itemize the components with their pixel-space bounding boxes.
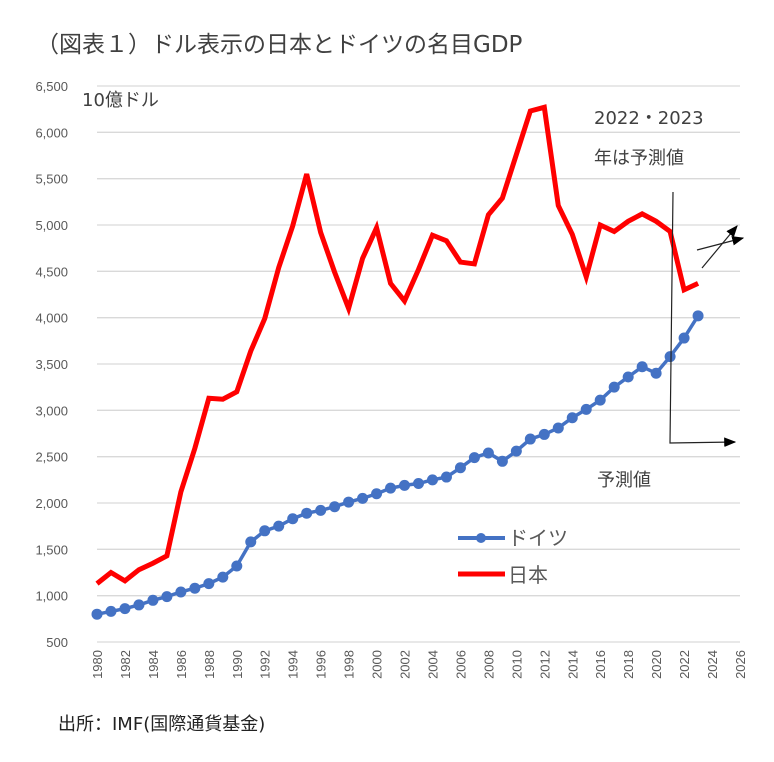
data-point-germany (385, 482, 397, 494)
x-tick-label: 2024 (705, 650, 720, 679)
x-tick-label: 1992 (258, 650, 273, 679)
data-point-germany (468, 452, 480, 464)
data-point-germany (678, 332, 690, 344)
x-tick-label: 2010 (509, 650, 524, 679)
data-point-germany (287, 513, 299, 525)
data-point-germany (105, 605, 117, 617)
data-point-germany (426, 474, 438, 486)
data-point-germany (496, 455, 508, 467)
x-tick-label: 1982 (118, 650, 133, 679)
data-point-germany (664, 351, 676, 363)
data-point-germany (189, 582, 201, 594)
data-point-germany (440, 471, 452, 483)
x-tick-label: 2006 (453, 650, 468, 679)
data-point-germany (566, 412, 578, 424)
y-tick-label: 6,500 (35, 79, 68, 94)
x-axis-ticks: 1980 1982 1984 1986 1988 1990 1992 1994 1996 1998… (90, 650, 748, 679)
x-tick-label: 2026 (733, 650, 748, 679)
series-group (91, 104, 704, 620)
y-tick-label: 1,500 (35, 542, 68, 557)
forecast-note-line1: 2022・2023 (594, 108, 704, 129)
y-axis-ticks: 500 1,000 1,500 2,000 2,500 3,000 3,500 4,000 4,… (35, 79, 68, 650)
chart-title: （図表１）ドル表示の日本とドイツの名目GDP (36, 32, 523, 58)
data-point-germany (231, 560, 243, 572)
legend-germany-marker (476, 533, 486, 543)
x-tick-label: 2022 (677, 650, 692, 679)
data-point-germany (413, 478, 424, 490)
forecast-arrow-flat (696, 236, 745, 251)
legend-germany-label: ドイツ (508, 526, 568, 550)
x-tick-label: 2016 (593, 650, 608, 679)
forecast-arrow-up (701, 225, 738, 269)
data-point-germany (119, 603, 131, 615)
y-tick-label: 2,000 (35, 496, 68, 511)
x-tick-label: 2020 (649, 650, 664, 679)
data-point-germany (650, 367, 662, 379)
y-tick-label: 5,000 (35, 218, 68, 233)
y-tick-label: 6,000 (35, 125, 68, 140)
data-point-germany (315, 504, 327, 516)
data-point-germany (594, 394, 606, 406)
x-tick-label: 1996 (314, 650, 329, 679)
x-tick-label: 1994 (286, 650, 301, 679)
data-point-germany (273, 520, 285, 532)
series-line-japan (95, 104, 700, 586)
y-tick-label: 5,500 (35, 172, 68, 187)
legend-japan-label: 日本 (508, 563, 548, 587)
forecast-label: 予測値 (597, 470, 651, 491)
x-tick-label: 1988 (202, 650, 217, 679)
data-point-germany (510, 445, 522, 457)
data-point-germany (301, 507, 313, 519)
y-tick-label: 1,000 (35, 589, 68, 604)
data-point-germany (343, 496, 355, 508)
forecast-note-line2: 年は予測値 (594, 148, 684, 169)
x-tick-label: 2004 (425, 650, 440, 679)
x-tick-label: 2000 (370, 650, 385, 679)
x-tick-label: 2012 (537, 650, 552, 679)
y-tick-label: 500 (46, 635, 68, 650)
y-axis-unit-label: 10億ドル (82, 90, 159, 111)
data-point-germany (636, 361, 648, 373)
x-tick-label: 1986 (174, 650, 189, 679)
data-point-germany (217, 571, 229, 583)
x-tick-label: 2014 (565, 650, 580, 679)
data-point-germany (161, 591, 173, 603)
data-point-germany (692, 310, 704, 322)
y-tick-label: 3,500 (35, 357, 68, 372)
data-point-germany (147, 594, 159, 606)
x-tick-label: 2008 (481, 650, 496, 679)
x-tick-label: 1998 (342, 650, 357, 679)
data-point-germany (357, 492, 369, 504)
x-tick-label: 1990 (230, 650, 245, 679)
data-point-germany (133, 599, 145, 611)
data-point-germany (371, 488, 383, 500)
y-tick-label: 4,500 (35, 264, 68, 279)
data-point-germany (622, 371, 634, 383)
data-point-germany (454, 462, 466, 474)
y-tick-label: 2,500 (35, 450, 68, 465)
x-tick-label: 2018 (621, 650, 636, 679)
y-tick-label: 3,000 (35, 403, 68, 418)
forecast-bracket-line (669, 191, 737, 447)
x-tick-label: 1984 (146, 650, 161, 679)
x-tick-label: 1980 (90, 650, 105, 679)
data-point-germany (482, 447, 494, 459)
data-point-germany (580, 403, 592, 415)
source-note: 出所：IMF(国際通貨基金) (58, 714, 265, 735)
data-point-germany (175, 586, 187, 598)
x-tick-label: 2002 (398, 650, 413, 679)
data-point-germany (245, 536, 257, 548)
data-point-germany (524, 433, 536, 445)
legend: ドイツ 日本 (458, 526, 568, 587)
data-point-germany (203, 578, 215, 590)
y-tick-label: 4,000 (35, 311, 68, 326)
data-point-germany (399, 479, 411, 491)
data-point-germany (552, 422, 564, 434)
data-point-germany (259, 525, 271, 537)
data-point-germany (329, 501, 341, 513)
data-point-germany (538, 428, 550, 440)
data-point-germany (91, 608, 103, 620)
data-point-germany (608, 381, 620, 393)
